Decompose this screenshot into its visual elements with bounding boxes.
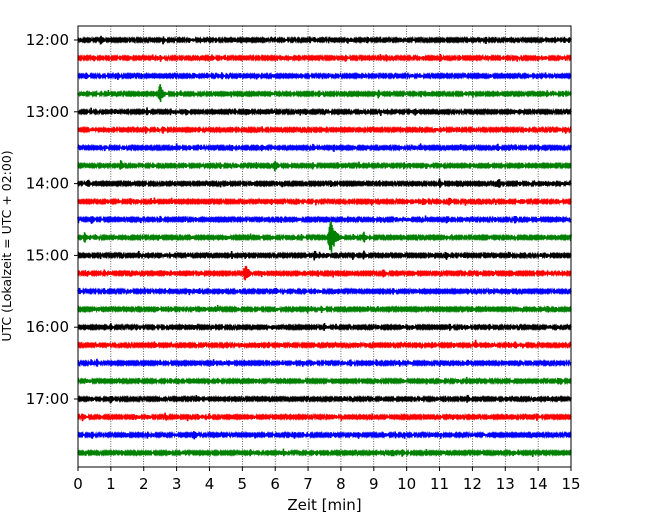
- x-tick-label: 3: [172, 475, 182, 493]
- trace-1615: [77, 339, 572, 350]
- trace-1500: [77, 250, 572, 261]
- x-tick-label: 4: [205, 475, 215, 493]
- y-axis-ticks: 12:00 13:00 14:00 15:00 16:00 17:00: [26, 31, 78, 408]
- x-tick-label: 10: [397, 475, 416, 493]
- trace-1215: [77, 53, 572, 63]
- x-tick-label: 8: [336, 475, 346, 493]
- trace-1730: [77, 430, 572, 440]
- trace-1715: [77, 412, 572, 422]
- trace-1415: [77, 197, 572, 206]
- trace-1330: [77, 143, 572, 152]
- x-axis-label: Zeit [min]: [287, 496, 361, 514]
- x-tick-label: 7: [303, 475, 313, 493]
- x-tick-label: 9: [369, 475, 379, 493]
- trace-1530: [77, 287, 572, 296]
- y-tick-label: 16:00: [26, 318, 69, 336]
- trace-1345: [77, 160, 572, 172]
- trace-1430: [77, 215, 572, 224]
- x-tick-label: 2: [139, 475, 149, 493]
- trace-1300: [77, 107, 572, 116]
- x-tick-label: 0: [73, 475, 83, 493]
- trace-1515: [77, 265, 572, 281]
- x-tick-label: 6: [270, 475, 280, 493]
- x-tick-label: 13: [496, 475, 515, 493]
- trace-1700: [77, 394, 572, 404]
- trace-1745: [77, 448, 572, 458]
- x-tick-label: 11: [430, 475, 449, 493]
- x-tick-label: 5: [238, 475, 248, 493]
- trace-1600: [77, 323, 572, 332]
- trace-1200: [77, 35, 572, 45]
- trace-1545: [77, 304, 572, 314]
- y-tick-label: 14:00: [26, 175, 69, 193]
- trace-1315: [77, 125, 572, 134]
- y-tick-label: 13:00: [26, 103, 69, 121]
- vertical-gridlines: [110, 26, 539, 467]
- trace-1400: [77, 178, 572, 188]
- y-axis-label: UTC (Lokalzeit = UTC + 02:00): [0, 150, 14, 341]
- x-axis-ticks: 0 1 2 3 4 5 6 7 8 9 10 11 12 13 14 15: [73, 467, 581, 493]
- x-tick-label: 12: [463, 475, 482, 493]
- x-tick-label: 14: [529, 475, 548, 493]
- trace-1645: [77, 376, 572, 386]
- y-tick-label: 15:00: [26, 246, 69, 264]
- trace-1445: [77, 221, 572, 253]
- x-tick-label: 15: [561, 475, 580, 493]
- y-tick-label: 17:00: [26, 390, 69, 408]
- trace-1230: [77, 71, 572, 80]
- trace-1630: [77, 358, 572, 368]
- y-tick-label: 12:00: [26, 31, 69, 49]
- plot-frame: [77, 25, 572, 468]
- trace-1245: [77, 84, 572, 102]
- x-tick-label: 1: [106, 475, 116, 493]
- seismic-traces: [77, 35, 572, 458]
